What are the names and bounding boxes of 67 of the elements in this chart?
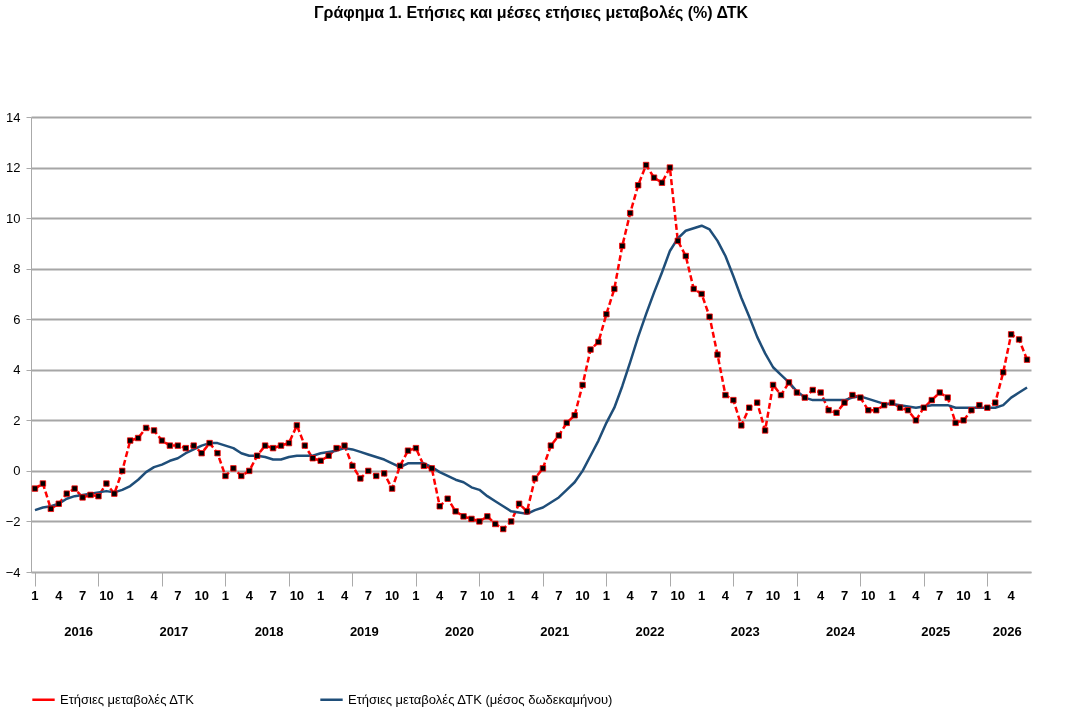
- y-tick-label: 10: [6, 210, 21, 226]
- y-tick-label: −2: [5, 513, 21, 529]
- text: 2026: [992, 624, 1022, 639]
- x-tick-label: 7: [936, 588, 944, 603]
- x-tick-label: 10: [861, 588, 876, 603]
- x-tick-label: 1: [793, 588, 801, 603]
- x-tick-label: 10: [765, 588, 781, 603]
- text: 2024: [826, 624, 856, 639]
- x-tick-label: 4: [55, 588, 64, 603]
- text: 2018: [254, 624, 284, 639]
- x-tick-label: 10: [384, 588, 400, 603]
- x-tick-label: 4: [340, 588, 349, 603]
- x-tick-label: 1: [412, 588, 420, 603]
- x-tick-label: 10: [194, 588, 209, 603]
- x-tick-label: 7: [269, 588, 277, 603]
- x-tick-label: 10: [956, 588, 971, 603]
- x-tick-label: 7: [459, 588, 468, 603]
- x-tick-label: 4: [626, 588, 635, 603]
- text: 2021: [540, 624, 570, 639]
- x-tick-label: 1: [983, 588, 991, 603]
- y-tick-label: 0: [13, 463, 21, 479]
- x-tick-label: 7: [745, 588, 753, 603]
- x-tick-label: 4: [912, 588, 921, 603]
- text: 2022: [635, 624, 665, 639]
- x-tick-label: 1: [221, 588, 230, 603]
- y-tick-label: 6: [13, 311, 21, 327]
- y-tick-label: 12: [6, 160, 21, 176]
- x-tick-label: 1: [888, 588, 896, 603]
- x-tick-label: 4: [817, 588, 826, 603]
- x-tick-label: 4: [436, 588, 445, 603]
- x-tick-label: 4: [721, 588, 730, 603]
- x-tick-label: 7: [174, 588, 182, 603]
- text: 2016: [64, 624, 94, 639]
- x-tick-label: 7: [78, 588, 87, 603]
- x-tick-label: 7: [555, 588, 563, 603]
- text: 2020: [445, 624, 475, 639]
- y-tick-label: 4: [13, 362, 21, 378]
- legend-label: Ετήσιες μεταβολές ΔΤΚ (μέσος δωδεκαμήνου): [348, 691, 613, 707]
- x-tick-label: 1: [698, 588, 706, 603]
- x-tick-label: 7: [364, 588, 372, 603]
- text: 2025: [921, 624, 951, 639]
- x-tick-label: 1: [126, 588, 134, 603]
- x-tick-label: 7: [840, 588, 849, 603]
- x-tick-label: 4: [531, 588, 540, 603]
- chart-title: Γράφημα 1. Ετήσιες και μέσες ετήσιες μεταβολές (%) ΔΤΚ: [313, 4, 749, 22]
- text: 2023: [730, 624, 760, 639]
- y-tick-label: −4: [5, 564, 21, 580]
- x-tick-label: 7: [650, 588, 658, 603]
- text: 2019: [349, 624, 379, 639]
- y-tick-label: 2: [13, 412, 21, 428]
- x-tick-label: 1: [31, 588, 39, 603]
- x-tick-label: 10: [670, 588, 686, 603]
- y-tick-label: 8: [13, 261, 21, 277]
- x-tick-label: 1: [602, 588, 611, 603]
- text: 2017: [159, 624, 189, 639]
- line-series: [33, 224, 1029, 516]
- x-tick-label: 4: [245, 588, 254, 603]
- x-tick-label: 1: [317, 588, 325, 603]
- y-tick-label: 14: [6, 109, 21, 125]
- x-tick-label: 4: [150, 588, 159, 603]
- x-tick-label: 1: [507, 588, 515, 603]
- x-tick-label: 10: [575, 588, 590, 603]
- legend-label: Ετήσιες μεταβολές ΔΤΚ: [60, 691, 195, 707]
- x-tick-label: 4: [1007, 588, 1016, 603]
- x-tick-label: 10: [99, 588, 114, 603]
- x-tick-label: 10: [480, 588, 495, 603]
- x-tick-label: 10: [289, 588, 305, 603]
